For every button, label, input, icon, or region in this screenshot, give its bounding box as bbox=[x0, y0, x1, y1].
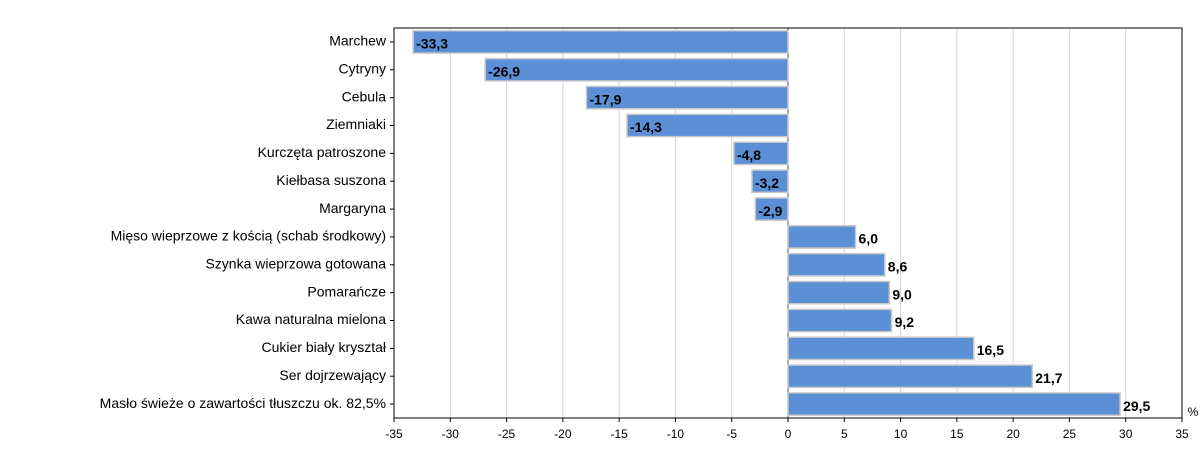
x-tick-label: 15 bbox=[950, 427, 964, 441]
y-tick-label: Ziemniaki bbox=[326, 116, 386, 132]
bar bbox=[751, 169, 789, 194]
y-tick-label: Masło świeże o zawartości tłuszczu ok. 8… bbox=[100, 395, 386, 411]
x-tick-label: -20 bbox=[554, 427, 572, 441]
y-tick-label: Cebula bbox=[342, 88, 387, 104]
value-label: 9,2 bbox=[895, 314, 915, 330]
x-tick-label: 5 bbox=[841, 427, 848, 441]
bar bbox=[787, 280, 891, 305]
x-tick-label: 0 bbox=[785, 427, 792, 441]
y-tick-label: Mięso wieprzowe z kością (schab środkowy… bbox=[111, 228, 386, 244]
bar bbox=[733, 141, 789, 166]
y-tick-label: Ser dojrzewający bbox=[279, 367, 386, 383]
value-label: -2,9 bbox=[758, 203, 782, 219]
bar bbox=[787, 392, 1121, 416]
x-tick-label: 10 bbox=[894, 427, 908, 441]
bar bbox=[484, 57, 789, 82]
value-label: -33,3 bbox=[416, 36, 448, 52]
value-label: -3,2 bbox=[755, 175, 779, 191]
value-label: -26,9 bbox=[488, 63, 520, 79]
value-label: 21,7 bbox=[1035, 370, 1062, 386]
y-tick-label: Marchew bbox=[329, 33, 387, 49]
value-label: -14,3 bbox=[630, 119, 662, 135]
bar bbox=[412, 30, 789, 54]
x-tick-label: -25 bbox=[498, 427, 516, 441]
y-tick-label: Pomarańcze bbox=[307, 283, 386, 299]
value-label: 29,5 bbox=[1123, 398, 1150, 414]
x-unit: % bbox=[1188, 405, 1199, 419]
value-label: 8,6 bbox=[888, 258, 908, 274]
x-tick-label: -15 bbox=[610, 427, 628, 441]
value-label: 16,5 bbox=[977, 342, 1004, 358]
bar bbox=[626, 113, 789, 138]
y-tick-label: Kiełbasa suszona bbox=[276, 172, 386, 188]
y-tick-label: Cytryny bbox=[339, 60, 386, 76]
plot-frame bbox=[393, 27, 1183, 419]
value-label: 6,0 bbox=[859, 231, 879, 247]
x-tick-label: 25 bbox=[1063, 427, 1077, 441]
x-tick-label: 20 bbox=[1006, 427, 1020, 441]
bar bbox=[787, 308, 893, 333]
y-tick-label: Kawa naturalna mielona bbox=[236, 311, 386, 327]
bar bbox=[787, 336, 975, 361]
y-tick-label: Szynka wieprzowa gotowana bbox=[205, 255, 386, 271]
x-tick-label: -10 bbox=[667, 427, 685, 441]
bar bbox=[787, 364, 1034, 389]
value-label: -4,8 bbox=[737, 147, 761, 163]
x-tick-label: -5 bbox=[726, 427, 737, 441]
x-tick-label: 30 bbox=[1119, 427, 1133, 441]
value-label: -17,9 bbox=[589, 91, 621, 107]
bar bbox=[787, 225, 857, 249]
y-tick-label: Kurczęta patroszone bbox=[258, 144, 387, 160]
x-tick-label: -30 bbox=[442, 427, 460, 441]
y-tick-label: Cukier biały kryształ bbox=[262, 339, 387, 355]
y-tick-label: Margaryna bbox=[319, 200, 386, 216]
bar bbox=[585, 85, 789, 110]
bar bbox=[787, 252, 886, 277]
value-label: 9,0 bbox=[892, 286, 912, 302]
bar bbox=[754, 197, 789, 221]
x-tick-label: -35 bbox=[385, 427, 403, 441]
x-tick-label: 35 bbox=[1175, 427, 1189, 441]
